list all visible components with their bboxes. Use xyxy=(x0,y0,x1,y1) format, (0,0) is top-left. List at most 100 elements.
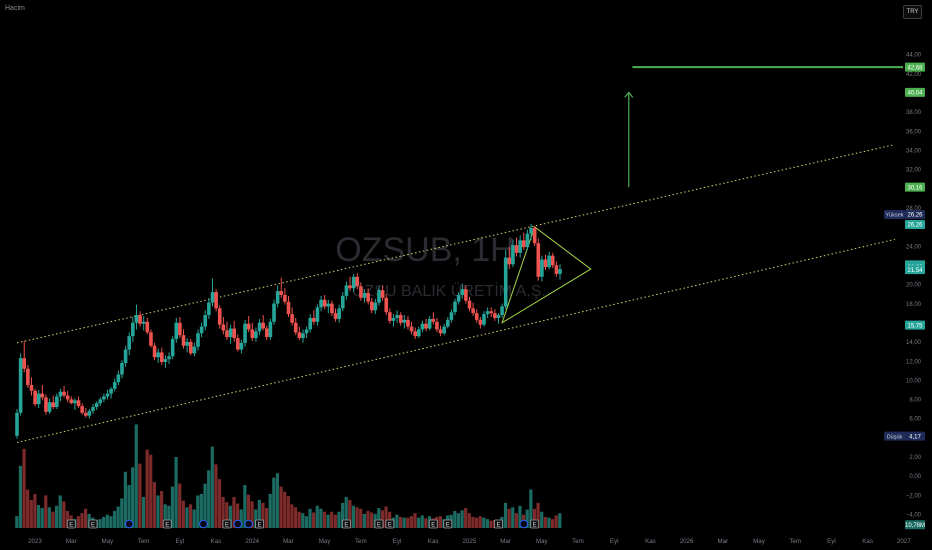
candle-body xyxy=(489,311,494,314)
candle-body xyxy=(322,299,327,307)
volume-bar xyxy=(174,456,178,528)
candle-body xyxy=(98,399,103,404)
volume-bar xyxy=(149,454,153,528)
candle-body xyxy=(18,358,23,413)
volume-bar xyxy=(236,503,240,528)
candle-body xyxy=(398,315,403,323)
volume-bar xyxy=(80,513,84,528)
volume-bar xyxy=(83,508,88,528)
volume-bar xyxy=(44,495,48,528)
volume-bar xyxy=(330,511,334,528)
candle-body xyxy=(348,285,352,289)
volume-bar xyxy=(514,513,518,528)
earnings-marker-label: E xyxy=(431,522,435,528)
earnings-marker-label: E xyxy=(388,522,392,528)
volume-bar xyxy=(297,511,301,528)
candle-body xyxy=(69,399,74,404)
candle-body xyxy=(232,328,236,339)
candle-body xyxy=(297,332,302,339)
currency-button[interactable]: TRY xyxy=(903,5,922,19)
y-axis-tick-label: 24,00 xyxy=(906,244,922,250)
volume-bar xyxy=(29,499,33,528)
volume-bar xyxy=(239,509,243,528)
volume-bar xyxy=(51,511,55,528)
volume-bar xyxy=(127,485,131,528)
volume-bar xyxy=(181,500,185,528)
earnings-marker xyxy=(530,519,540,529)
volume-bar xyxy=(424,518,428,528)
volume-bar xyxy=(225,502,229,528)
volume-bar xyxy=(550,519,555,528)
x-axis-tick-label: 2027 xyxy=(897,538,911,545)
earnings-marker-label: E xyxy=(496,522,500,528)
volume-bar xyxy=(420,515,424,528)
volume-bar xyxy=(417,517,421,528)
volume-bar xyxy=(246,494,251,528)
candle-body xyxy=(170,339,175,357)
volume-bar xyxy=(380,510,385,528)
x-axis-tick-label: May xyxy=(536,538,549,545)
candle-body xyxy=(319,299,323,308)
volume-bar xyxy=(322,511,327,528)
earnings-marker xyxy=(494,519,503,529)
volume-bar xyxy=(482,517,486,528)
volume-bar xyxy=(315,505,319,528)
candle-body xyxy=(500,306,504,316)
candle-body xyxy=(149,332,153,346)
candle-body xyxy=(174,322,179,340)
y-axis-tick-label: 42,00 xyxy=(906,72,922,78)
candle-body xyxy=(550,255,555,266)
volume-bar xyxy=(22,448,26,528)
volume-bar xyxy=(290,504,294,528)
candle-body xyxy=(131,322,135,337)
volume-bar xyxy=(467,513,471,528)
candle-body xyxy=(445,319,450,327)
volume-bar xyxy=(275,473,280,528)
candle-body xyxy=(268,321,273,338)
candle-body xyxy=(326,303,331,307)
earnings-marker-label: E xyxy=(91,522,95,528)
volume-bar xyxy=(536,502,540,528)
y-axis-tick-label: 12,00 xyxy=(906,359,922,365)
candle-body xyxy=(196,333,200,347)
volume-bar xyxy=(47,507,51,528)
earnings-marker xyxy=(374,519,384,529)
volume-bar xyxy=(170,486,175,528)
x-axis-tick-label: 2026 xyxy=(680,538,694,545)
earnings-marker xyxy=(162,519,172,529)
candle-body xyxy=(373,302,378,311)
volume-bar xyxy=(272,477,276,528)
volume-bar xyxy=(156,495,160,528)
volume-bar xyxy=(123,471,127,528)
candle-body xyxy=(40,393,45,398)
volume-bar xyxy=(312,512,316,528)
volume-bar xyxy=(395,514,399,528)
volume-bar xyxy=(228,505,232,528)
candle-body xyxy=(217,308,222,325)
volume-bar xyxy=(398,516,403,528)
volume-bar xyxy=(355,507,359,528)
volume-bar xyxy=(138,463,142,528)
price-badge xyxy=(905,520,925,530)
candle-body xyxy=(366,293,370,302)
volume-bar xyxy=(507,508,511,528)
volume-bar xyxy=(232,496,236,528)
volume-bar xyxy=(196,495,200,528)
candle-body xyxy=(47,402,52,412)
x-axis-tick-label: 2024 xyxy=(245,538,259,545)
candle-body xyxy=(344,285,349,296)
volume-indicator-label[interactable]: Hacim xyxy=(5,5,25,12)
x-axis-tick-label: Tem xyxy=(789,538,801,545)
candle-body xyxy=(413,331,417,337)
candle-body xyxy=(304,329,309,334)
volume-bar xyxy=(152,482,156,528)
extreme-flag-value: 4,17 xyxy=(909,434,921,440)
volume-bar xyxy=(243,485,247,528)
candle-body xyxy=(152,345,157,358)
candle-body xyxy=(123,349,128,363)
price-badge xyxy=(905,62,925,72)
volume-bar xyxy=(326,514,330,528)
earnings-marker xyxy=(222,519,232,529)
y-axis-tick-label: 10,00 xyxy=(906,378,922,384)
